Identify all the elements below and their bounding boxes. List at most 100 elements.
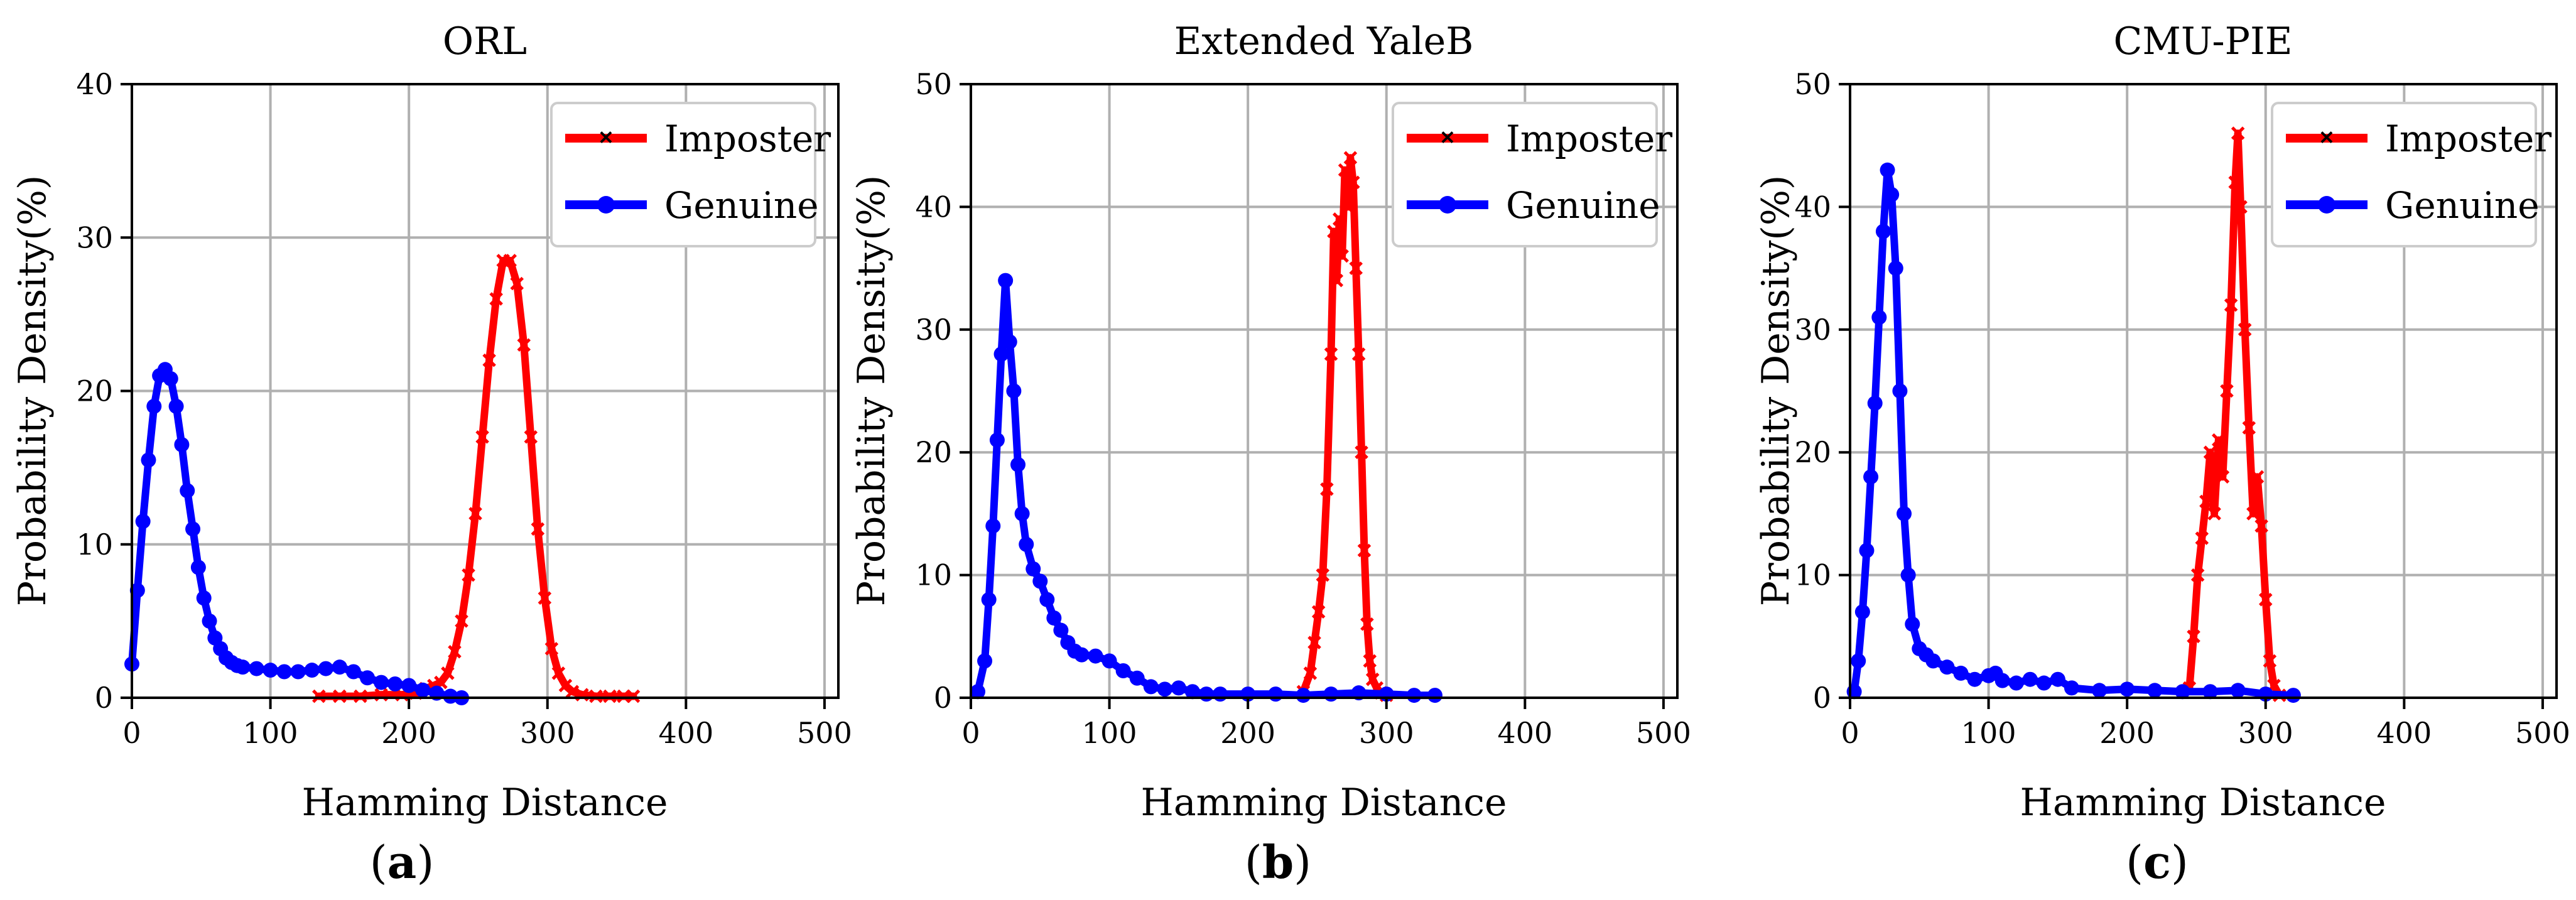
y-tick-label: 20: [76, 374, 113, 408]
imposter-data-point: [2238, 323, 2252, 337]
genuine-series-line: [128, 366, 465, 702]
x-tick-label: 500: [797, 716, 852, 750]
plot-frame: [970, 83, 1679, 699]
legend-imposter-label: Imposter: [1506, 117, 1672, 160]
imposter-data-point: [2190, 568, 2205, 582]
imposter-data-point: [441, 666, 455, 680]
imposter-data-point: [2228, 175, 2243, 190]
genuine-data-point: [1157, 681, 1172, 697]
genuine-data-point: [1897, 506, 1912, 521]
genuine-data-point: [998, 273, 1014, 288]
genuine-data-point: [1994, 673, 2010, 688]
genuine-data-point: [1939, 659, 1955, 675]
imposter-data-point: [2234, 200, 2248, 214]
imposter-data-point: [2254, 519, 2268, 533]
imposter-data-point: [551, 666, 566, 680]
chart-extended-yaleb: Extended YaleB 0 100 200 300 400 500 0 10 20 30 40…: [850, 19, 1691, 889]
imposter-data-point: [1316, 568, 1330, 582]
legend: ✕ Imposter Genuine: [550, 102, 831, 247]
imposter-data-point: [1335, 249, 1349, 263]
imposter-data-point: [2211, 433, 2226, 447]
y-tick-label: 0: [934, 681, 952, 715]
y-tick-label: 10: [915, 558, 952, 592]
genuine-data-point: [2022, 671, 2038, 687]
imposter-data-point: [2207, 507, 2221, 521]
imposter-data-point: [462, 568, 475, 582]
genuine-data-point: [1184, 684, 1200, 700]
genuine-data-point: [1026, 561, 1041, 577]
y-tick-label: 0: [95, 681, 113, 715]
imposter-data-point: [455, 614, 468, 628]
legend-imposter-marker: ✕: [1439, 127, 1455, 149]
imposter-data-point: [468, 507, 482, 521]
panel-label-close: ): [2171, 836, 2189, 889]
genuine-data-point: [2092, 683, 2108, 698]
genuine-data-point: [1884, 187, 1900, 202]
genuine-data-point: [163, 371, 178, 386]
imposter-data-point: [2195, 531, 2209, 545]
imposter-data-point: [538, 591, 552, 605]
imposter-data-point: [2263, 654, 2277, 668]
x-tick-label: 300: [520, 716, 575, 750]
genuine-data-point: [1143, 679, 1159, 695]
imposter-data-point: [517, 338, 531, 352]
genuine-data-point: [2285, 688, 2301, 703]
genuine-data-point: [190, 560, 206, 575]
genuine-data-point: [249, 661, 264, 676]
imposter-data-point: [626, 689, 641, 703]
genuine-data-point: [262, 663, 278, 678]
genuine-data-point: [2036, 675, 2052, 691]
legend-genuine-label: Genuine: [1506, 184, 1660, 227]
genuine-data-point: [332, 659, 347, 675]
genuine-data-point: [174, 436, 190, 452]
ticks: 0 100 200 300 400 500 0 10 20 30 40 50: [1794, 67, 2570, 750]
legend-genuine-marker: [2318, 196, 2335, 214]
genuine-data-point: [202, 613, 217, 629]
genuine-data-point: [1871, 310, 1887, 325]
x-tick-label: 300: [1359, 716, 1414, 750]
imposter-data-point: [2187, 629, 2200, 644]
genuine-data-point: [989, 432, 1005, 448]
imposter-data-point: [2250, 470, 2265, 484]
imposter-data-point: [312, 689, 326, 703]
imposter-data-point: [2199, 494, 2213, 509]
x-tick-label: 400: [1497, 716, 1552, 750]
x-tick-label: 400: [2376, 716, 2432, 750]
y-tick-label: 30: [1794, 313, 1831, 347]
genuine-data-point: [1101, 653, 1117, 669]
imposter-data-point: [531, 522, 545, 536]
genuine-data-point: [1032, 573, 1048, 589]
legend-genuine-marker: [597, 196, 615, 214]
legend-imposter-label: Imposter: [664, 117, 831, 160]
y-tick-label: 40: [1794, 190, 1831, 224]
imposter-data-point: [2220, 384, 2234, 398]
genuine-data-point: [981, 592, 997, 607]
imposter-data-point: [354, 689, 367, 703]
genuine-data-point: [1875, 224, 1891, 239]
genuine-data-point: [1014, 506, 1030, 521]
genuine-data-point: [977, 653, 993, 669]
x-tick-label: 200: [2099, 716, 2155, 750]
genuine-data-point: [1006, 383, 1022, 399]
chart-orl: ORL 0 100 200 300 400 500 0 10 20 30 40 ✕ Imposter…: [11, 19, 852, 889]
genuine-data-point: [970, 684, 986, 700]
genuine-data-point: [304, 663, 320, 678]
panel-label-open: (: [370, 836, 387, 889]
panel-label-letter: a: [387, 835, 417, 889]
imposter-data-point: [1311, 605, 1326, 619]
imposter-data-point: [544, 642, 559, 656]
genuine-data-point: [1019, 536, 1034, 552]
genuine-data-point: [1854, 604, 1870, 620]
legend-genuine-label: Genuine: [664, 184, 819, 227]
y-tick-label: 30: [915, 313, 952, 347]
y-axis-title: Probability Density(%): [1754, 175, 1798, 606]
genuine-data-point: [2202, 684, 2218, 700]
y-tick-label: 10: [76, 528, 113, 561]
genuine-data-point: [1967, 671, 1983, 687]
imposter-data-point: [1349, 261, 1363, 275]
genuine-data-point: [360, 670, 375, 686]
chart-cmu-pie: CMU-PIE 0 100 200 300 400 500 0 10 20 30 40 50 ✕ Im…: [1754, 19, 2570, 889]
genuine-data-point: [1323, 686, 1339, 702]
imposter-data-point: [1357, 543, 1372, 558]
imposter-data-point: [1341, 200, 1355, 214]
